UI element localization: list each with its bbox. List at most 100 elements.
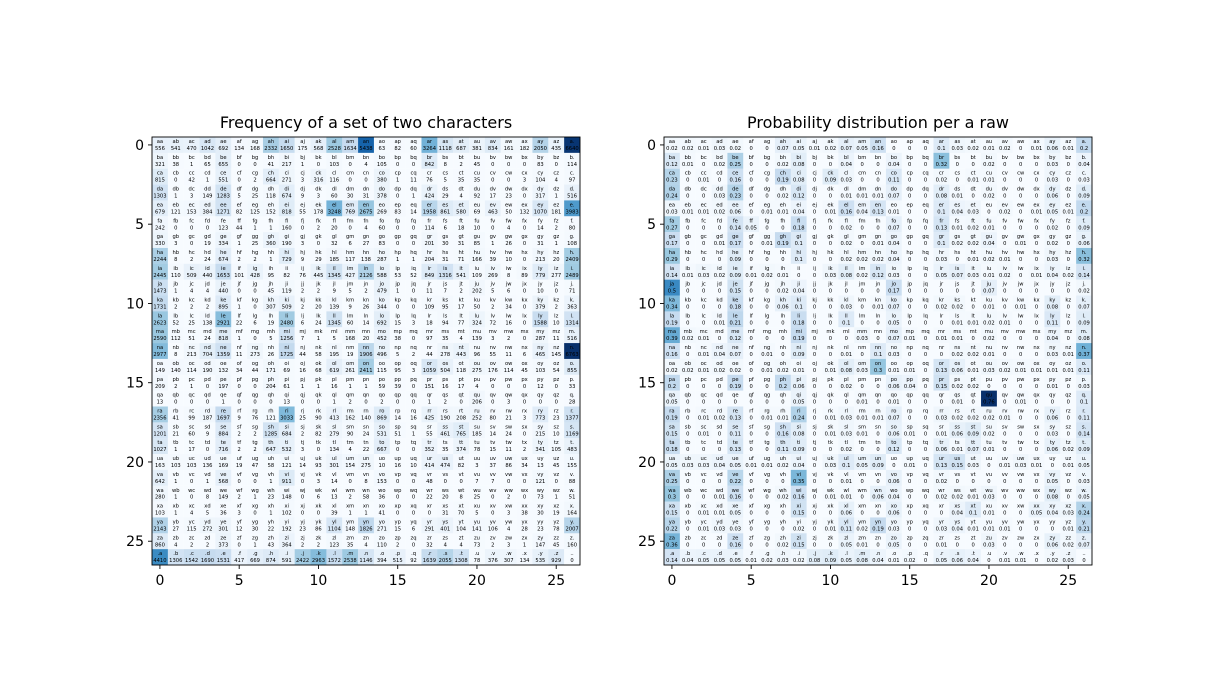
cell-value-label: 0 — [750, 336, 753, 342]
cell-bigram-label: zs — [443, 535, 449, 541]
cell-value-label: 0.01 — [841, 194, 853, 200]
cell-value-label: 0 — [750, 479, 753, 485]
cell-bigram-label: uj — [812, 456, 817, 462]
cell-bigram-label: hp — [394, 250, 401, 256]
cell-value-label: 0.01 — [761, 463, 773, 469]
cell-value-label: 2921 — [217, 320, 230, 326]
heatmap-cell — [231, 168, 248, 185]
heatmap-cell — [247, 216, 264, 233]
cell-value-label: 3 — [507, 542, 510, 548]
cell-value-label: 0 — [1019, 146, 1022, 152]
cell-bigram-label: tq — [923, 440, 928, 446]
cell-value-label: 0 — [396, 447, 399, 453]
cell-bigram-label: ld — [205, 313, 210, 319]
cell-value-label: 42 — [188, 178, 195, 184]
cell-value-label: 0 — [1019, 542, 1022, 548]
cell-value-label: 204 — [424, 257, 435, 263]
cell-bigram-label: uc — [189, 456, 195, 462]
cell-value-label: 0.07 — [841, 146, 853, 152]
cell-bigram-label: gh — [268, 234, 275, 240]
cell-bigram-label: ru — [986, 409, 991, 415]
heatmap-cell — [247, 200, 264, 217]
cell-value-label: 132 — [520, 209, 530, 215]
cell-value-label: 0 — [924, 368, 927, 374]
cell-bigram-label: wf — [748, 488, 754, 494]
cell-bigram-label: bi — [796, 155, 801, 161]
cell-bigram-label: rv — [490, 409, 495, 415]
cell-value-label: 0.11 — [1078, 368, 1090, 374]
cell-value-label: 121 — [535, 479, 545, 485]
heatmap-cell — [342, 232, 359, 249]
cell-value-label: 0 — [523, 320, 526, 326]
cell-value-label: 0 — [317, 447, 320, 453]
cell-value-label: 82 — [283, 273, 290, 279]
cell-value-label: 0 — [956, 257, 959, 263]
cell-value-label: 269 — [377, 209, 387, 215]
cell-bigram-label: vs — [954, 472, 960, 478]
cell-bigram-label: w. — [569, 488, 575, 494]
cell-value-label: 0 — [876, 400, 879, 406]
cell-bigram-label: gm — [346, 234, 354, 240]
cell-value-label: 0 — [190, 495, 193, 501]
cell-bigram-label: kg — [764, 298, 770, 304]
cell-value-label: 0.16 — [841, 209, 853, 215]
heatmap-cell — [564, 137, 581, 154]
cell-value-label: 0 — [924, 431, 927, 437]
cell-value-label: 2623 — [153, 320, 166, 326]
cell-value-label: 0.03 — [967, 209, 979, 215]
cell-bigram-label: ep — [394, 202, 401, 208]
cell-bigram-label: gz — [1065, 234, 1071, 240]
heatmap-cell — [152, 232, 169, 249]
cell-bigram-label: nb — [172, 345, 179, 351]
heatmap-cell — [310, 263, 327, 280]
cell-bigram-label: rf — [749, 409, 753, 415]
cell-bigram-label: su — [474, 424, 480, 430]
cell-value-label: 0.03 — [682, 463, 694, 469]
heatmap-cell — [389, 232, 406, 249]
cell-value-label: 0 — [908, 542, 911, 548]
cell-value-label: 86 — [315, 526, 322, 532]
cell-value-label: 1 — [190, 162, 193, 168]
cell-bigram-label: .j — [813, 551, 816, 557]
cell-value-label: 12 — [537, 384, 544, 390]
cell-bigram-label: kg — [252, 298, 258, 304]
cell-value-label: 8 — [444, 162, 447, 168]
cell-value-label: 341 — [535, 447, 545, 453]
cell-value-label: 0 — [765, 305, 768, 311]
cell-bigram-label: oy — [1049, 361, 1055, 367]
cell-value-label: 0 — [908, 225, 911, 231]
cell-value-label: 14 — [394, 415, 401, 421]
cell-value-label: 0 — [860, 289, 863, 295]
cell-bigram-label: vo — [891, 472, 897, 478]
cell-value-label: 114 — [504, 368, 515, 374]
cell-bigram-label: bk — [827, 155, 833, 161]
cell-value-label: 0 — [829, 162, 832, 168]
cell-value-label: 470 — [187, 146, 197, 152]
cell-bigram-label: ea — [157, 202, 163, 208]
cell-bigram-label: eo — [379, 202, 385, 208]
cell-bigram-label: td — [717, 440, 722, 446]
cell-value-label: 0.02 — [761, 558, 773, 564]
cell-value-label: 32 — [426, 542, 433, 548]
cell-bigram-label: my — [536, 329, 544, 335]
cell-bigram-label: xr — [939, 504, 945, 510]
cell-value-label: 0 — [1035, 289, 1038, 295]
cell-bigram-label: ra — [157, 409, 162, 415]
cell-bigram-label: cz — [553, 171, 559, 177]
cell-bigram-label: lu — [987, 313, 992, 319]
cell-value-label: 0.03 — [1078, 178, 1090, 184]
cell-value-label: 105 — [377, 162, 387, 168]
cell-bigram-label: ol — [844, 361, 849, 367]
cell-value-label: 465 — [535, 352, 545, 358]
cell-bigram-label: lt — [459, 313, 462, 319]
cell-value-label: 0.02 — [682, 336, 694, 342]
cell-bigram-label: dz — [553, 187, 559, 193]
cell-value-label: 0.11 — [1047, 320, 1059, 326]
cell-value-label: 0 — [1035, 558, 1038, 564]
cell-value-label: 2977 — [153, 352, 166, 358]
heatmap-cell — [564, 168, 581, 185]
cell-value-label: 15 — [394, 320, 401, 326]
cell-bigram-label: tn — [363, 440, 368, 446]
cell-value-label: 0.03 — [1047, 162, 1059, 168]
heatmap-cell — [152, 247, 169, 264]
